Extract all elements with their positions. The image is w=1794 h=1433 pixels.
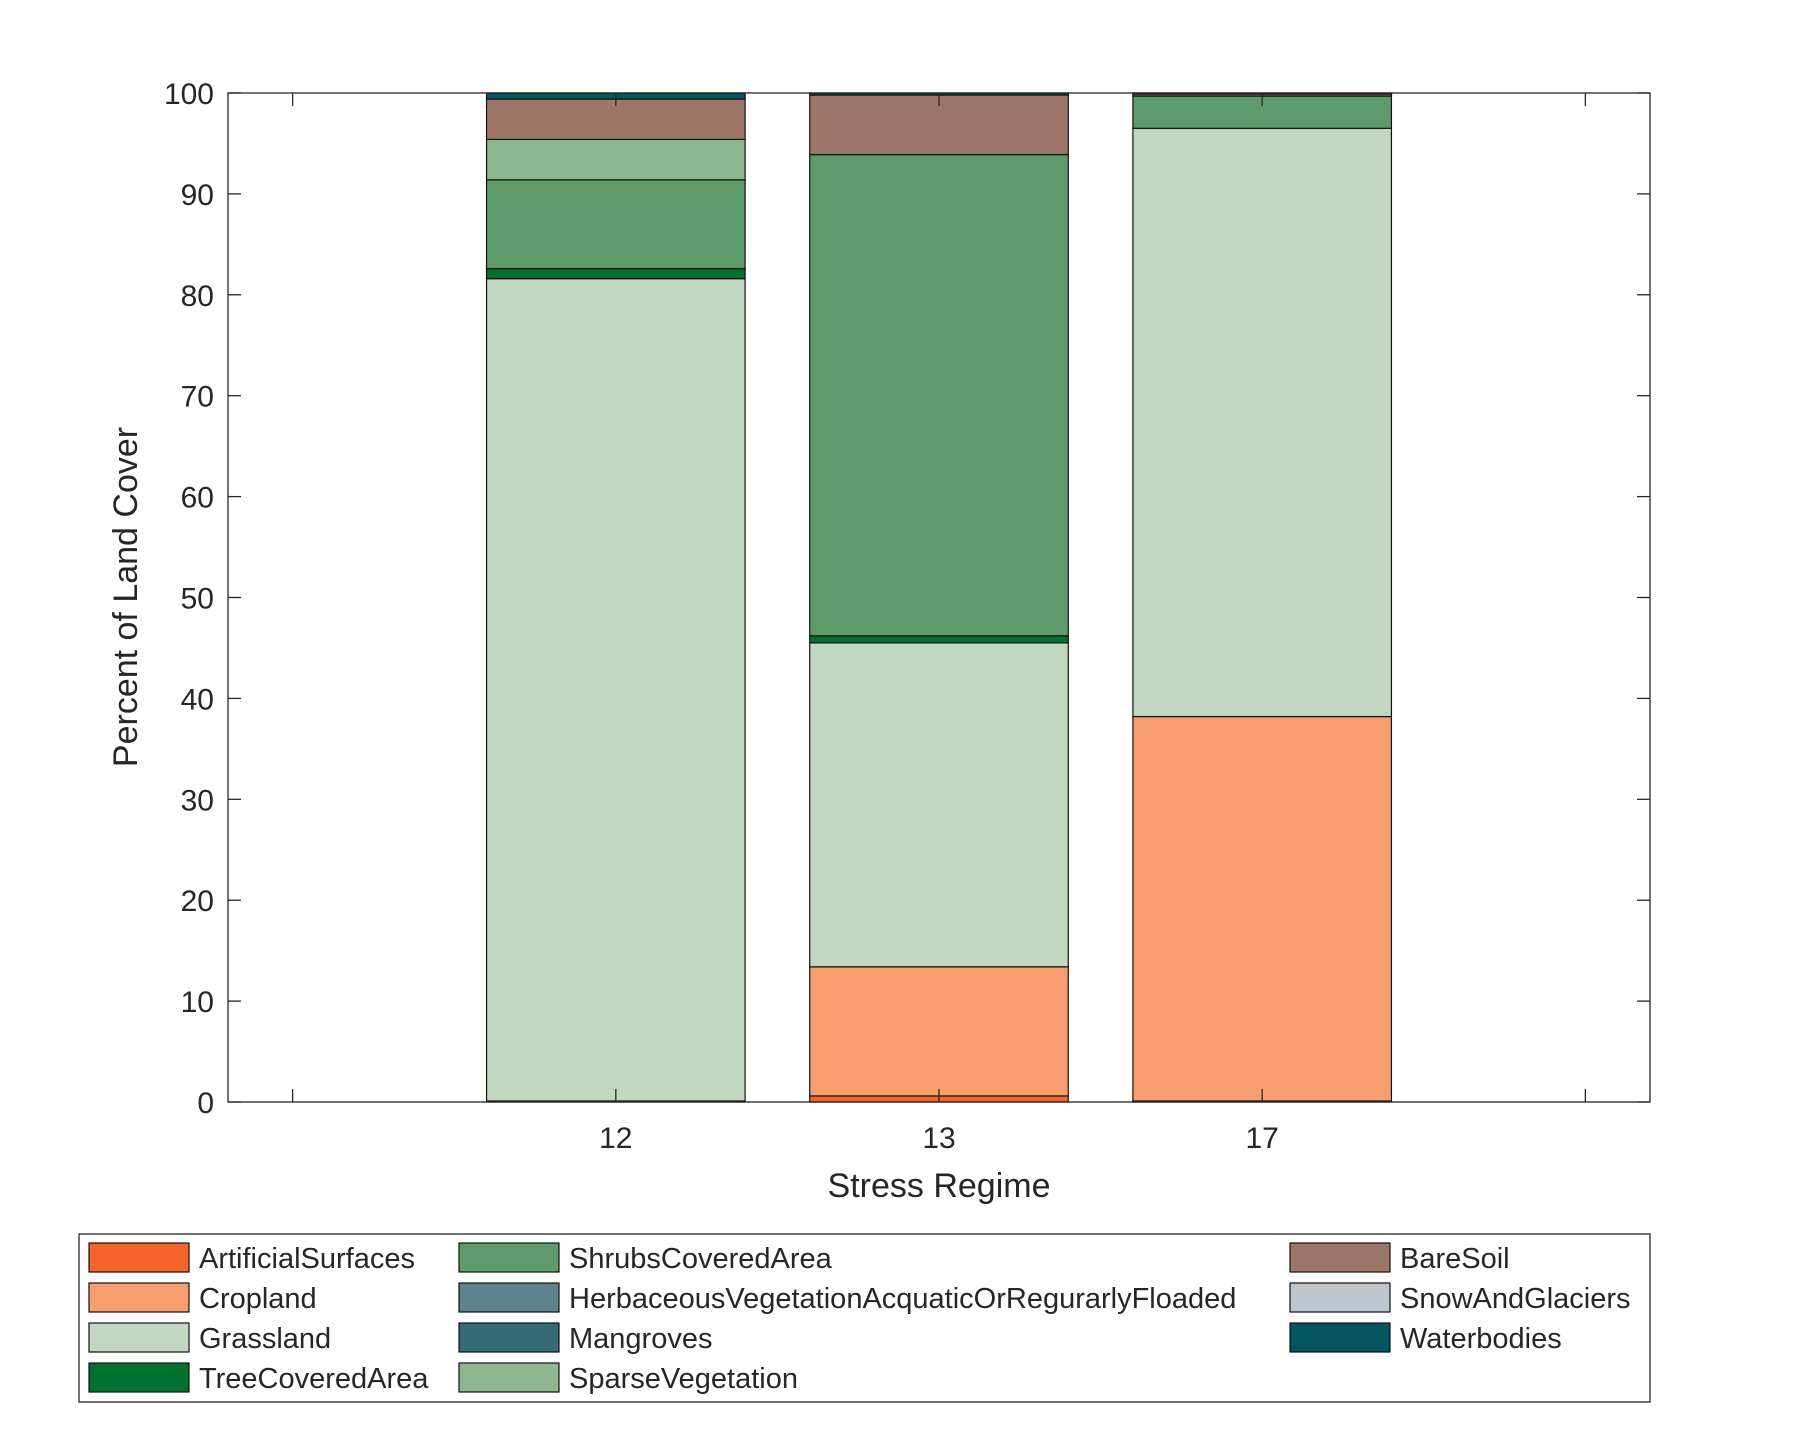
y-axis-label: Percent of Land Cover [107,427,145,767]
legend-swatch-grassland [88,1322,190,1353]
y-axis: 0 10 20 30 40 50 60 70 80 90 100 [164,78,1650,1120]
y-tick-label: 70 [181,381,214,414]
bar-segment-sparsevegetation-12 [485,138,746,181]
y-tick-label: 80 [181,280,214,313]
legend-label-shrubscoveredarea: ShrubsCoveredArea [569,1243,833,1275]
legend-label-artificialsurfaces: ArtificialSurfaces [199,1243,415,1275]
legend-swatch-herbaceousvegetationacquaticorregurarlyfloaded [458,1282,560,1313]
y-tick-label: 100 [164,78,214,111]
bar-segment-grassland-12 [485,278,746,1102]
y-tick-label: 90 [181,179,214,212]
bar-segment-baresoil-12 [485,98,746,141]
y-tick-label: 30 [181,784,214,817]
bar-segment-cropland-17 [1132,715,1393,1102]
y-tick-label: 0 [197,1087,214,1120]
legend-swatch-waterbodies [1289,1322,1391,1353]
legend-label-mangroves: Mangroves [569,1323,712,1355]
legend-swatch-baresoil [1289,1242,1391,1273]
legend-label-cropland: Cropland [199,1283,317,1315]
y-tick-label: 60 [181,482,214,515]
x-tick-label: 13 [922,1122,955,1155]
y-tick-label: 50 [181,583,214,616]
legend-swatch-mangroves [458,1322,560,1353]
legend-swatch-treecoveredarea [88,1362,190,1393]
legend-swatch-snowandglaciers [1289,1282,1391,1313]
legend-label-baresoil: BareSoil [1400,1243,1510,1275]
legend-swatch-cropland [88,1282,190,1313]
legend-swatch-sparsevegetation [458,1362,560,1393]
x-axis-label: Stress Regime [828,1167,1051,1205]
legend-label-waterbodies: Waterbodies [1400,1323,1562,1355]
legend-label-sparsevegetation: SparseVegetation [569,1363,798,1395]
bar-segment-baresoil-13 [809,94,1069,156]
y-tick-label: 10 [181,986,214,1019]
bar-segment-grassland-17 [1132,127,1393,718]
legend-swatch-shrubscoveredarea [458,1242,560,1273]
y-tick-label: 40 [181,683,214,716]
legend-label-grassland: Grassland [199,1323,331,1355]
x-tick-label: 17 [1245,1122,1278,1155]
legend-label-snowandglaciers: SnowAndGlaciers [1400,1283,1631,1315]
bar-segment-grassland-13 [809,642,1069,968]
bar-segment-cropland-13 [809,966,1069,1097]
bar-stacks [485,92,1393,1103]
bar-segment-treecoveredarea-12 [485,267,746,280]
x-axis: 12 13 17 [291,93,1587,1155]
x-tick-label: 12 [599,1122,632,1155]
bar-segment-shrubscoveredarea-12 [485,179,746,270]
bar-segment-treecoveredarea-13 [809,635,1069,644]
legend: ArtificialSurfaces Cropland Grassland TreeC… [78,1233,1651,1403]
legend-label-treecoveredarea: TreeCoveredArea [199,1363,429,1395]
bar-segment-shrubscoveredarea-13 [809,153,1069,637]
y-tick-label: 20 [181,885,214,918]
legend-swatch-artificialsurfaces [88,1242,190,1273]
legend-label-herbaceousvegetationacquaticorregurarlyfloaded: HerbaceousVegetationAcquaticOrRegurarlyF… [569,1283,1236,1315]
